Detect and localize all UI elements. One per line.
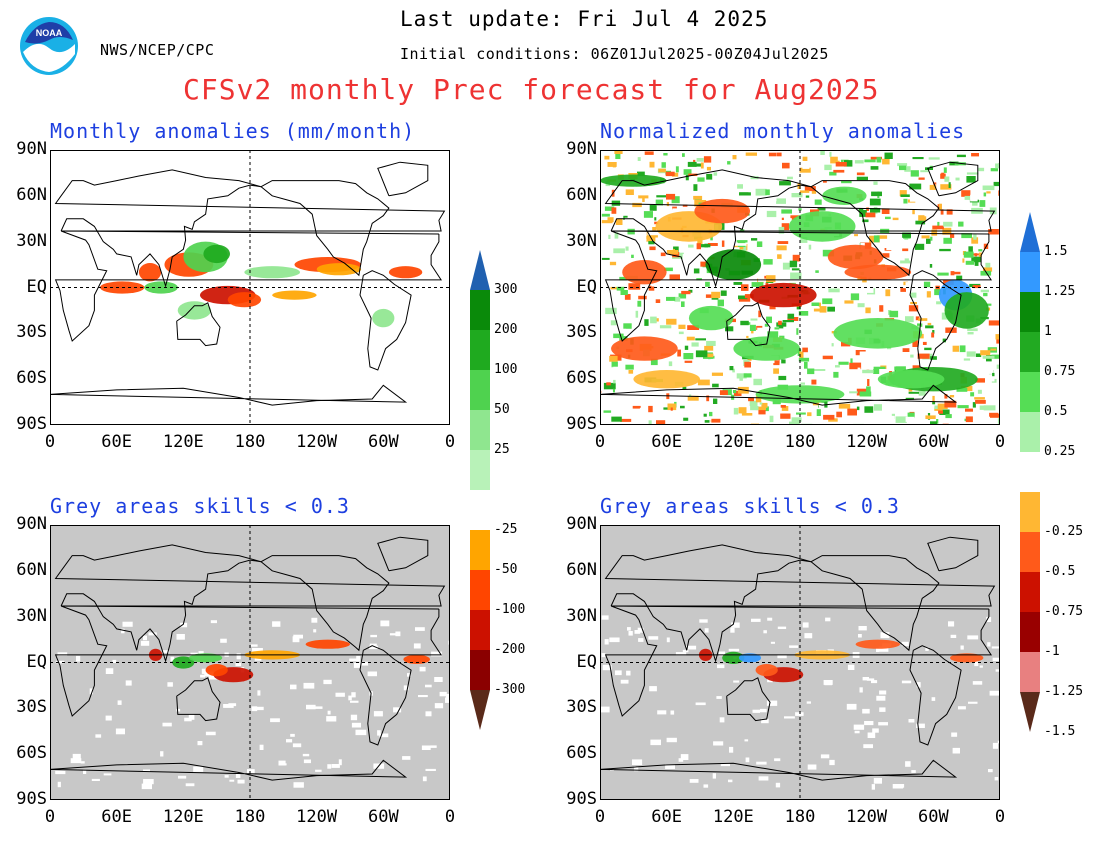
colorbar-right-label: -0.75: [1044, 604, 1084, 619]
lon-tick-label: 0: [444, 432, 456, 452]
colorbar-left-label: -200: [494, 642, 526, 657]
panel-title-normalized: Normalized monthly anomalies: [600, 119, 966, 143]
lat-tick-label: 60S: [566, 368, 597, 389]
lat-tick-label: 30N: [16, 605, 47, 626]
lat-tick-label: 60S: [16, 743, 47, 764]
lon-tick-label: 60E: [101, 432, 133, 452]
page-title: CFSv2 monthly Prec forecast for Aug2025: [183, 73, 880, 106]
lon-tick-label: 60E: [651, 807, 683, 827]
map-panel-normalized: [600, 150, 1000, 425]
lat-tick-label: 90N: [16, 514, 47, 534]
org-label: NWS/NCEP/CPC: [100, 41, 215, 59]
lon-tick-label: 60E: [651, 432, 683, 452]
lon-tick-label: 180: [784, 432, 816, 452]
map-panel-skill-normalized: [600, 525, 1000, 800]
panel-title-skill-right: Grey areas skills < 0.3: [600, 494, 900, 518]
lat-tick-label: 90N: [566, 139, 597, 159]
colorbar-right-label: 0.25: [1044, 444, 1076, 459]
colorbar-right-label: 1.5: [1044, 244, 1068, 259]
lon-tick-label: 120W: [296, 432, 338, 452]
last-update: Last update: Fri Jul 4 2025: [400, 7, 769, 31]
lat-tick-label: 30S: [16, 322, 47, 343]
lat-tick-label: 90N: [566, 514, 597, 534]
lat-tick-label: 30N: [566, 230, 597, 251]
lon-tick-label: 180: [234, 807, 266, 827]
initial-conditions: Initial conditions: 06Z01Jul2025-00Z04Ju…: [400, 45, 829, 63]
lon-tick-label: 120W: [846, 432, 888, 452]
lat-tick-label: 30S: [566, 697, 597, 718]
lat-tick-label: EQ: [26, 651, 47, 672]
colorbar-left-label: -25: [494, 522, 518, 537]
panel-title-skill-left: Grey areas skills < 0.3: [50, 494, 350, 518]
lat-tick-label: 30N: [566, 605, 597, 626]
lon-tick-label: 0: [444, 807, 456, 827]
lat-tick-label: 30N: [16, 230, 47, 251]
lon-tick-label: 180: [784, 807, 816, 827]
lon-tick-label: 60W: [367, 807, 399, 827]
colorbar-anomalies: 300 200 100 50 25 -25 -50 -100 -200 -300: [470, 250, 540, 730]
lon-tick-label: 60W: [367, 432, 399, 452]
logo-text: NOAA: [36, 28, 63, 38]
lat-tick-label: 90S: [16, 789, 47, 809]
map-panel-anomalies: [50, 150, 450, 425]
lon-tick-label: 0: [994, 807, 1006, 827]
lat-tick-label: 90S: [16, 414, 47, 434]
colorbar-left-label: -300: [494, 682, 526, 697]
colorbar-right-label: -0.25: [1044, 524, 1084, 539]
lon-tick-label: 120E: [162, 432, 204, 452]
colorbar-normalized: 1.5 1.25 1 0.75 0.5 0.25 -0.25 -0.5 -0.75 -1 -1.25…: [1020, 212, 1095, 742]
colorbar-left-label: 300: [494, 282, 518, 297]
lon-tick-label: 120W: [846, 807, 888, 827]
colorbar-right-label: -0.5: [1044, 564, 1076, 579]
colorbar-left-label: 100: [494, 362, 518, 377]
lat-tick-label: 60N: [566, 559, 597, 580]
lat-tick-label: 30S: [16, 697, 47, 718]
colorbar-left-label: 25: [494, 442, 510, 457]
lat-tick-label: EQ: [576, 276, 597, 297]
lon-tick-label: 120E: [162, 807, 204, 827]
lat-tick-label: EQ: [26, 276, 47, 297]
colorbar-right-label: 1.25: [1044, 284, 1076, 299]
lat-tick-label: 60N: [16, 559, 47, 580]
lat-tick-label: 60N: [16, 184, 47, 205]
lon-tick-label: 120E: [712, 807, 754, 827]
panel-title-anomalies: Monthly anomalies (mm/month): [50, 119, 416, 143]
lon-tick-label: 0: [994, 432, 1006, 452]
map-panel-skill-anomalies: [50, 525, 450, 800]
lat-tick-label: 90S: [566, 414, 597, 434]
colorbar-right-label: 0.75: [1044, 364, 1076, 379]
noaa-logo: NOAA: [19, 14, 79, 78]
lat-tick-label: 60S: [566, 743, 597, 764]
lon-tick-label: 0: [594, 432, 606, 452]
lat-tick-label: 90S: [566, 789, 597, 809]
lon-tick-label: 60W: [917, 432, 949, 452]
colorbar-right-label: -1.25: [1044, 684, 1084, 699]
lon-tick-label: 0: [594, 807, 606, 827]
lon-tick-label: 120E: [712, 432, 754, 452]
colorbar-left-label: -100: [494, 602, 526, 617]
lon-tick-label: 60W: [917, 807, 949, 827]
colorbar-left-label: -50: [494, 562, 518, 577]
lat-tick-label: 90N: [16, 139, 47, 159]
colorbar-right-label: 0.5: [1044, 404, 1068, 419]
lat-tick-label: 30S: [566, 322, 597, 343]
colorbar-right-label: -1: [1044, 644, 1060, 659]
lon-tick-label: 0: [44, 432, 56, 452]
lat-tick-label: EQ: [576, 651, 597, 672]
colorbar-left-label: 200: [494, 322, 518, 337]
colorbar-right-label: 1: [1044, 324, 1052, 339]
lon-tick-label: 60E: [101, 807, 133, 827]
lon-tick-label: 120W: [296, 807, 338, 827]
colorbar-left-label: 50: [494, 402, 510, 417]
lat-tick-label: 60N: [566, 184, 597, 205]
lon-tick-label: 180: [234, 432, 266, 452]
lon-tick-label: 0: [44, 807, 56, 827]
lat-tick-label: 60S: [16, 368, 47, 389]
colorbar-right-label: -1.5: [1044, 724, 1076, 739]
